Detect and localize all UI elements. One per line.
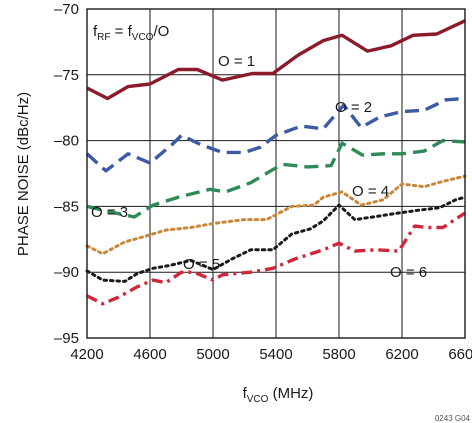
x-tick-label: 6200 xyxy=(385,346,418,363)
inset-label: fRF = fVCO/O xyxy=(93,23,169,43)
y-tick-label: –75 xyxy=(54,67,79,84)
series-line-o4 xyxy=(85,174,467,256)
x-axis-label-main: f xyxy=(243,385,248,402)
figure-code: 0243 G04 xyxy=(435,414,471,423)
series-line-o5 xyxy=(85,195,467,283)
y-tick-label: –95 xyxy=(54,330,79,347)
series-line-o3 xyxy=(86,138,466,219)
plot-frame xyxy=(86,8,466,339)
x-tick-label: 5800 xyxy=(322,346,355,363)
inset-label-part: /O xyxy=(153,23,169,40)
series-label-o1: O = 1 xyxy=(218,53,255,70)
grid-lines xyxy=(87,9,465,338)
series-line-o1 xyxy=(86,19,466,101)
x-tick-label: 5000 xyxy=(196,346,229,363)
x-tick-label: 4600 xyxy=(133,346,166,363)
series-label-o6: O = 6 xyxy=(390,264,427,281)
y-tick-label: –85 xyxy=(54,198,79,215)
series-line-o6 xyxy=(86,211,466,306)
inset-label-subscript: RF xyxy=(97,32,110,43)
inset-label-part: = f xyxy=(111,23,133,40)
x-axis-label-unit: (MHz) xyxy=(268,385,313,402)
tick-labels: 4200 4600 5000 5400 5800 6200 6600 –70 –75 –80 –85… xyxy=(54,1,472,363)
x-axis-label: fVCO (MHz) xyxy=(243,385,314,405)
series-label-o4: O = 4 xyxy=(352,183,389,200)
y-tick-label: –80 xyxy=(54,133,79,150)
series-label-o3: O = 3 xyxy=(91,204,128,221)
series-label-o2: O = 2 xyxy=(335,99,372,116)
y-axis-label: PHASE NOISE (dBc/Hz) xyxy=(15,92,32,256)
series-lines xyxy=(85,19,467,306)
inset-label-subscript: VCO xyxy=(132,32,154,43)
x-tick-label: 4200 xyxy=(70,346,103,363)
x-tick-label: 6600 xyxy=(448,346,472,363)
x-tick-label: 5400 xyxy=(259,346,292,363)
y-tick-label: –70 xyxy=(54,1,79,18)
series-line-o2 xyxy=(85,96,466,173)
series-label-o5: O = 5 xyxy=(183,256,220,273)
x-axis-label-subscript: VCO xyxy=(247,394,269,405)
inset-label-part: f xyxy=(93,23,98,40)
y-tick-label: –90 xyxy=(54,264,79,281)
